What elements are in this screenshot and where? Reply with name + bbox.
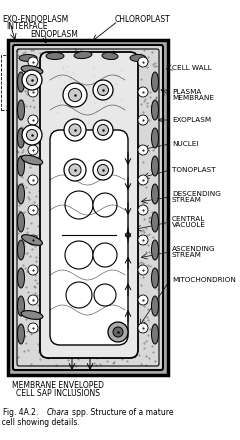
Circle shape <box>94 284 116 306</box>
Circle shape <box>138 57 148 67</box>
Ellipse shape <box>18 100 24 120</box>
Text: Fig. 4A.2.: Fig. 4A.2. <box>3 407 38 417</box>
Text: CENTRAL
VACUOLE: CENTRAL VACUOLE <box>172 216 206 228</box>
Ellipse shape <box>18 184 24 204</box>
Ellipse shape <box>151 268 158 288</box>
Circle shape <box>138 323 148 333</box>
Ellipse shape <box>151 324 158 344</box>
Circle shape <box>138 235 148 245</box>
Ellipse shape <box>46 52 64 59</box>
Circle shape <box>68 88 82 102</box>
Circle shape <box>97 125 108 136</box>
Ellipse shape <box>130 55 146 62</box>
Text: spp. Structure of a mature: spp. Structure of a mature <box>72 407 174 417</box>
Ellipse shape <box>22 235 42 246</box>
Ellipse shape <box>18 128 24 148</box>
Circle shape <box>28 265 38 275</box>
Circle shape <box>28 323 38 333</box>
Text: ENDOPLASM: ENDOPLASM <box>30 29 78 39</box>
Text: CHLOROPLAST: CHLOROPLAST <box>115 15 171 23</box>
Circle shape <box>65 241 93 269</box>
Ellipse shape <box>18 296 24 316</box>
Ellipse shape <box>21 66 43 74</box>
Circle shape <box>26 129 37 140</box>
Circle shape <box>97 84 108 95</box>
Circle shape <box>28 115 38 125</box>
Circle shape <box>64 119 86 141</box>
Ellipse shape <box>151 240 158 260</box>
Circle shape <box>28 235 38 245</box>
Text: PLASMA
MEMBRANE: PLASMA MEMBRANE <box>172 88 214 101</box>
Circle shape <box>93 120 113 140</box>
Circle shape <box>28 295 38 305</box>
Circle shape <box>93 80 113 100</box>
Ellipse shape <box>18 156 24 176</box>
Circle shape <box>65 191 93 219</box>
Text: Chara: Chara <box>47 407 70 417</box>
Text: CELL WALL: CELL WALL <box>172 65 212 71</box>
Ellipse shape <box>18 324 24 344</box>
Ellipse shape <box>151 100 158 120</box>
Circle shape <box>138 265 148 275</box>
Text: NUCLEI: NUCLEI <box>172 141 198 147</box>
Ellipse shape <box>18 240 24 260</box>
Circle shape <box>28 57 38 67</box>
Text: internodal cell showing details.: internodal cell showing details. <box>0 418 80 426</box>
FancyBboxPatch shape <box>13 45 163 370</box>
Circle shape <box>26 74 37 85</box>
Circle shape <box>69 164 81 176</box>
Ellipse shape <box>102 52 118 59</box>
Ellipse shape <box>21 311 43 319</box>
FancyBboxPatch shape <box>50 130 128 345</box>
Text: TONOPLAST: TONOPLAST <box>172 167 216 173</box>
Circle shape <box>63 83 87 107</box>
Bar <box>1 55 9 110</box>
Circle shape <box>138 87 148 97</box>
Circle shape <box>22 125 42 145</box>
Ellipse shape <box>151 156 158 176</box>
Ellipse shape <box>18 72 24 92</box>
Circle shape <box>22 70 42 90</box>
Ellipse shape <box>151 128 158 148</box>
Ellipse shape <box>151 212 158 232</box>
Text: DESCENDING
STREAM: DESCENDING STREAM <box>172 191 221 203</box>
Circle shape <box>28 175 38 185</box>
Circle shape <box>113 327 123 337</box>
Ellipse shape <box>151 296 158 316</box>
Ellipse shape <box>18 268 24 288</box>
Circle shape <box>93 160 113 180</box>
Circle shape <box>138 115 148 125</box>
Text: ASCENDING
STREAM: ASCENDING STREAM <box>172 246 216 258</box>
Text: MEMBRANE ENVELOPED: MEMBRANE ENVELOPED <box>12 381 104 389</box>
Circle shape <box>28 145 38 155</box>
Circle shape <box>138 145 148 155</box>
Circle shape <box>64 159 86 181</box>
Circle shape <box>138 295 148 305</box>
Ellipse shape <box>151 72 158 92</box>
Circle shape <box>138 205 148 215</box>
Ellipse shape <box>151 184 158 204</box>
Circle shape <box>108 322 128 342</box>
Bar <box>8 40 168 375</box>
Circle shape <box>97 165 108 176</box>
Ellipse shape <box>18 212 24 232</box>
Text: EXO-ENDOPLASM: EXO-ENDOPLASM <box>2 15 68 23</box>
Text: MITOCHONDRION: MITOCHONDRION <box>172 277 236 283</box>
Circle shape <box>93 193 117 217</box>
Text: INTERFACE: INTERFACE <box>6 22 48 30</box>
Circle shape <box>93 243 117 267</box>
Circle shape <box>69 124 81 136</box>
Circle shape <box>66 282 92 308</box>
Ellipse shape <box>19 55 37 62</box>
Circle shape <box>138 175 148 185</box>
Ellipse shape <box>21 155 43 165</box>
FancyBboxPatch shape <box>40 52 138 358</box>
Text: CELL SAP INCLUSIONS: CELL SAP INCLUSIONS <box>16 389 100 397</box>
Circle shape <box>28 87 38 97</box>
Ellipse shape <box>74 51 92 59</box>
Circle shape <box>28 205 38 215</box>
Text: EXOPLASM: EXOPLASM <box>172 117 211 123</box>
